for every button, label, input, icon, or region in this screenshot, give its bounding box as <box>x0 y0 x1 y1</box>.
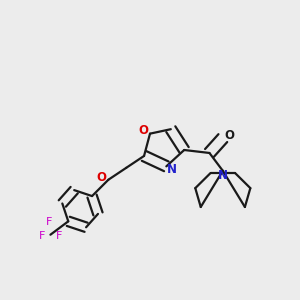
Text: F: F <box>39 231 45 241</box>
Text: O: O <box>224 129 234 142</box>
Text: O: O <box>139 124 148 136</box>
Text: F: F <box>46 217 52 227</box>
Text: F: F <box>56 231 62 241</box>
Text: N: N <box>167 164 177 176</box>
Text: O: O <box>97 171 107 184</box>
Text: N: N <box>218 169 228 182</box>
